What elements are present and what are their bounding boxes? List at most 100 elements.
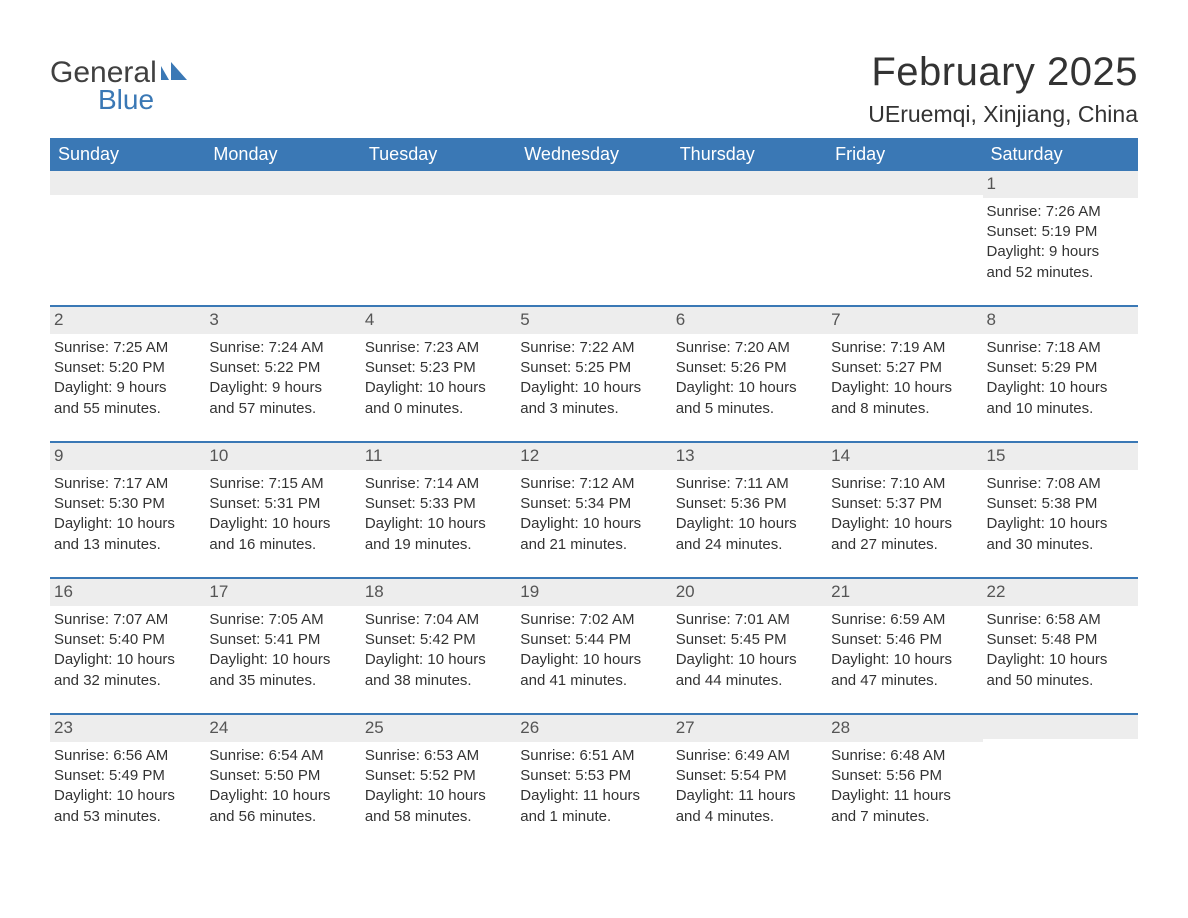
calendar-day-cell bbox=[827, 171, 982, 291]
day-number: 11 bbox=[361, 443, 516, 470]
calendar-day-cell: 27Sunrise: 6:49 AMSunset: 5:54 PMDayligh… bbox=[672, 715, 827, 835]
day-sunrise-line: Sunrise: 7:01 AM bbox=[676, 610, 823, 630]
day-day2-line: and 27 minutes. bbox=[831, 535, 978, 555]
calendar-day-cell: 1Sunrise: 7:26 AMSunset: 5:19 PMDaylight… bbox=[983, 171, 1138, 291]
day-number: 22 bbox=[983, 579, 1138, 606]
day-number: 19 bbox=[516, 579, 671, 606]
day-sunset-line: Sunset: 5:48 PM bbox=[987, 630, 1134, 650]
day-number: 18 bbox=[361, 579, 516, 606]
day-day2-line: and 52 minutes. bbox=[987, 263, 1134, 283]
weekday-header-cell: Tuesday bbox=[361, 138, 516, 171]
day-sunset-line: Sunset: 5:54 PM bbox=[676, 766, 823, 786]
calendar-day-cell: 18Sunrise: 7:04 AMSunset: 5:42 PMDayligh… bbox=[361, 579, 516, 699]
day-sunset-line: Sunset: 5:31 PM bbox=[209, 494, 356, 514]
day-day1-line: Daylight: 9 hours bbox=[54, 378, 201, 398]
day-day1-line: Daylight: 11 hours bbox=[520, 786, 667, 806]
day-number: 28 bbox=[827, 715, 982, 742]
day-day1-line: Daylight: 10 hours bbox=[54, 786, 201, 806]
day-sunset-line: Sunset: 5:53 PM bbox=[520, 766, 667, 786]
day-day2-line: and 41 minutes. bbox=[520, 671, 667, 691]
day-day2-line: and 47 minutes. bbox=[831, 671, 978, 691]
month-title: February 2025 bbox=[868, 50, 1138, 95]
calendar-day-cell: 4Sunrise: 7:23 AMSunset: 5:23 PMDaylight… bbox=[361, 307, 516, 427]
day-sunset-line: Sunset: 5:25 PM bbox=[520, 358, 667, 378]
day-day1-line: Daylight: 10 hours bbox=[676, 378, 823, 398]
page-header: General Blue February 2025 UEruemqi, Xin… bbox=[50, 50, 1138, 128]
day-sunset-line: Sunset: 5:19 PM bbox=[987, 222, 1134, 242]
day-day1-line: Daylight: 10 hours bbox=[54, 514, 201, 534]
day-number: 20 bbox=[672, 579, 827, 606]
brand-logo: General Blue bbox=[50, 50, 187, 116]
empty-day-header bbox=[827, 171, 982, 195]
day-day1-line: Daylight: 11 hours bbox=[831, 786, 978, 806]
day-day2-line: and 57 minutes. bbox=[209, 399, 356, 419]
day-day1-line: Daylight: 11 hours bbox=[676, 786, 823, 806]
calendar-day-cell: 8Sunrise: 7:18 AMSunset: 5:29 PMDaylight… bbox=[983, 307, 1138, 427]
empty-day-header bbox=[672, 171, 827, 195]
day-sunset-line: Sunset: 5:30 PM bbox=[54, 494, 201, 514]
day-sunset-line: Sunset: 5:45 PM bbox=[676, 630, 823, 650]
calendar-day-cell: 28Sunrise: 6:48 AMSunset: 5:56 PMDayligh… bbox=[827, 715, 982, 835]
day-day1-line: Daylight: 10 hours bbox=[365, 378, 512, 398]
day-day1-line: Daylight: 10 hours bbox=[365, 650, 512, 670]
day-day2-line: and 7 minutes. bbox=[831, 807, 978, 827]
day-sunrise-line: Sunrise: 7:11 AM bbox=[676, 474, 823, 494]
day-day2-line: and 50 minutes. bbox=[987, 671, 1134, 691]
day-day2-line: and 24 minutes. bbox=[676, 535, 823, 555]
weekday-header-row: SundayMondayTuesdayWednesdayThursdayFrid… bbox=[50, 138, 1138, 171]
calendar-day-cell: 22Sunrise: 6:58 AMSunset: 5:48 PMDayligh… bbox=[983, 579, 1138, 699]
day-day1-line: Daylight: 10 hours bbox=[209, 514, 356, 534]
day-sunset-line: Sunset: 5:36 PM bbox=[676, 494, 823, 514]
day-number: 8 bbox=[983, 307, 1138, 334]
empty-day-header bbox=[516, 171, 671, 195]
calendar-day-cell: 24Sunrise: 6:54 AMSunset: 5:50 PMDayligh… bbox=[205, 715, 360, 835]
day-sunrise-line: Sunrise: 6:59 AM bbox=[831, 610, 978, 630]
day-number: 14 bbox=[827, 443, 982, 470]
calendar-day-cell: 16Sunrise: 7:07 AMSunset: 5:40 PMDayligh… bbox=[50, 579, 205, 699]
day-day1-line: Daylight: 10 hours bbox=[365, 786, 512, 806]
day-number: 6 bbox=[672, 307, 827, 334]
calendar-day-cell: 14Sunrise: 7:10 AMSunset: 5:37 PMDayligh… bbox=[827, 443, 982, 563]
day-day1-line: Daylight: 10 hours bbox=[987, 378, 1134, 398]
day-number: 1 bbox=[983, 171, 1138, 198]
day-day2-line: and 21 minutes. bbox=[520, 535, 667, 555]
weekday-header-cell: Thursday bbox=[672, 138, 827, 171]
calendar-week-row: 1Sunrise: 7:26 AMSunset: 5:19 PMDaylight… bbox=[50, 171, 1138, 291]
day-sunset-line: Sunset: 5:52 PM bbox=[365, 766, 512, 786]
day-sunset-line: Sunset: 5:44 PM bbox=[520, 630, 667, 650]
day-sunset-line: Sunset: 5:33 PM bbox=[365, 494, 512, 514]
day-day1-line: Daylight: 10 hours bbox=[831, 514, 978, 534]
day-day1-line: Daylight: 10 hours bbox=[365, 514, 512, 534]
day-day2-line: and 1 minute. bbox=[520, 807, 667, 827]
brand-name-part2: Blue bbox=[98, 84, 187, 116]
day-sunrise-line: Sunrise: 7:15 AM bbox=[209, 474, 356, 494]
day-day2-line: and 38 minutes. bbox=[365, 671, 512, 691]
day-day2-line: and 0 minutes. bbox=[365, 399, 512, 419]
brand-flag-icon bbox=[161, 62, 187, 87]
day-day2-line: and 56 minutes. bbox=[209, 807, 356, 827]
day-day2-line: and 13 minutes. bbox=[54, 535, 201, 555]
calendar-day-cell: 15Sunrise: 7:08 AMSunset: 5:38 PMDayligh… bbox=[983, 443, 1138, 563]
day-day1-line: Daylight: 10 hours bbox=[831, 378, 978, 398]
day-day1-line: Daylight: 10 hours bbox=[209, 786, 356, 806]
day-number: 23 bbox=[50, 715, 205, 742]
day-sunset-line: Sunset: 5:26 PM bbox=[676, 358, 823, 378]
day-day2-line: and 53 minutes. bbox=[54, 807, 201, 827]
calendar-day-cell: 13Sunrise: 7:11 AMSunset: 5:36 PMDayligh… bbox=[672, 443, 827, 563]
day-day1-line: Daylight: 10 hours bbox=[676, 650, 823, 670]
calendar-day-cell: 2Sunrise: 7:25 AMSunset: 5:20 PMDaylight… bbox=[50, 307, 205, 427]
day-day1-line: Daylight: 10 hours bbox=[987, 514, 1134, 534]
day-day2-line: and 32 minutes. bbox=[54, 671, 201, 691]
day-number: 21 bbox=[827, 579, 982, 606]
weekday-header-cell: Monday bbox=[205, 138, 360, 171]
day-sunrise-line: Sunrise: 7:10 AM bbox=[831, 474, 978, 494]
day-day1-line: Daylight: 10 hours bbox=[209, 650, 356, 670]
day-sunrise-line: Sunrise: 7:07 AM bbox=[54, 610, 201, 630]
day-sunrise-line: Sunrise: 7:02 AM bbox=[520, 610, 667, 630]
calendar-day-cell: 10Sunrise: 7:15 AMSunset: 5:31 PMDayligh… bbox=[205, 443, 360, 563]
empty-day-header bbox=[983, 715, 1138, 739]
day-day2-line: and 30 minutes. bbox=[987, 535, 1134, 555]
day-number: 25 bbox=[361, 715, 516, 742]
calendar-day-cell bbox=[672, 171, 827, 291]
empty-day-header bbox=[361, 171, 516, 195]
